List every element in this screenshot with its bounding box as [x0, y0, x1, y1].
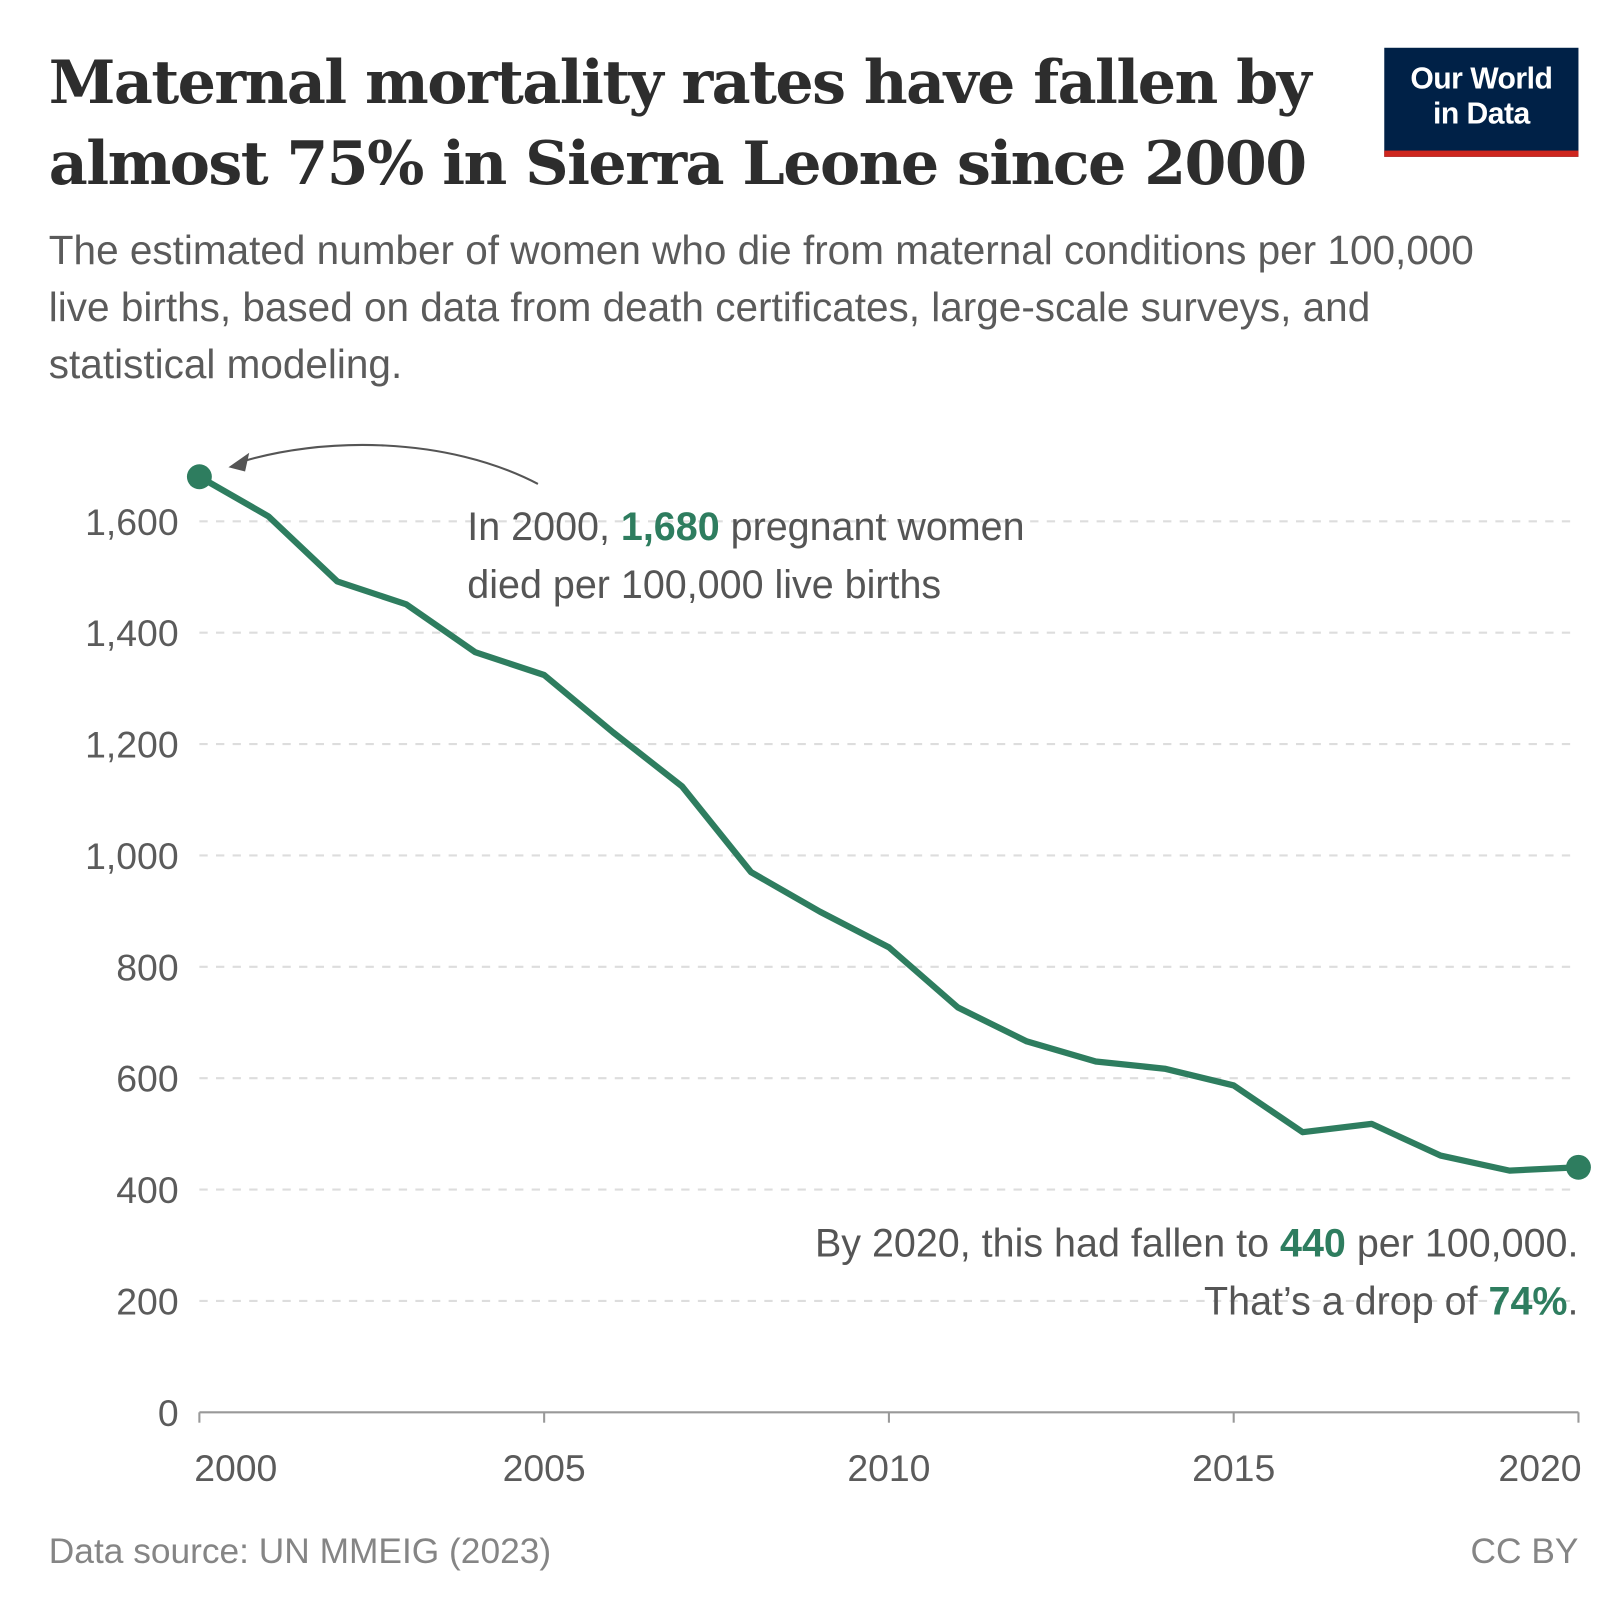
ann-text: per 100,000. [1345, 1222, 1579, 1266]
ann-text: In 2000, [467, 505, 621, 550]
y-tick-label: 0 [158, 1392, 179, 1434]
data-source[interactable]: Data source: UN MMEIG (2023) [48, 1531, 552, 1572]
y-tick-label: 600 [116, 1058, 178, 1100]
x-tick-label: 2020 [1498, 1447, 1581, 1489]
annotation-arrow [236, 443, 539, 485]
ann-drop-value: 74% [1488, 1280, 1568, 1325]
y-tick-label: 1,200 [85, 724, 179, 766]
license[interactable]: CC BY [1470, 1531, 1579, 1572]
chart-subtitle: The estimated number of women who die fr… [48, 228, 1474, 388]
y-tick-label: 400 [116, 1169, 178, 1211]
chart-title: Maternal mortality rates have fallen by … [48, 46, 1312, 199]
ann-text: By 2020, this had fallen to [814, 1222, 1281, 1266]
y-tick-label: 1,600 [85, 501, 179, 543]
start-annotation: In 2000, 1,680 pregnant women died per 1… [467, 498, 1024, 614]
y-tick-label: 200 [116, 1280, 178, 1322]
data-point-2000 [186, 464, 212, 490]
y-tick-label: 800 [116, 946, 178, 988]
ann-text: died per 100,000 live births [467, 563, 942, 608]
logo-line-1: Our World [1410, 62, 1553, 96]
data-point-2020 [1565, 1154, 1591, 1180]
x-tick-label: 2015 [1192, 1447, 1275, 1489]
end-annotation: By 2020, this had fallen to 440 per 100,… [815, 1215, 1579, 1331]
arrowhead-icon [228, 452, 250, 472]
series-line-sierra-leone [197, 474, 1579, 1174]
ann-start-value: 1,680 [620, 505, 720, 550]
y-tick-label: 1,400 [85, 612, 179, 654]
x-tick-label: 2005 [503, 1447, 586, 1489]
ann-text: pregnant women [719, 505, 1025, 550]
ann-text: . [1567, 1280, 1579, 1325]
ann-end-value: 440 [1280, 1222, 1346, 1266]
logo-line-2: in Data [1432, 97, 1530, 131]
y-tick-label: 1,000 [85, 835, 179, 877]
x-tick-label: 2000 [194, 1447, 277, 1489]
owid-logo[interactable]: Our World in Data [1384, 47, 1579, 157]
ann-text: That’s a drop of [1204, 1280, 1489, 1325]
x-tick-label: 2010 [847, 1447, 930, 1489]
